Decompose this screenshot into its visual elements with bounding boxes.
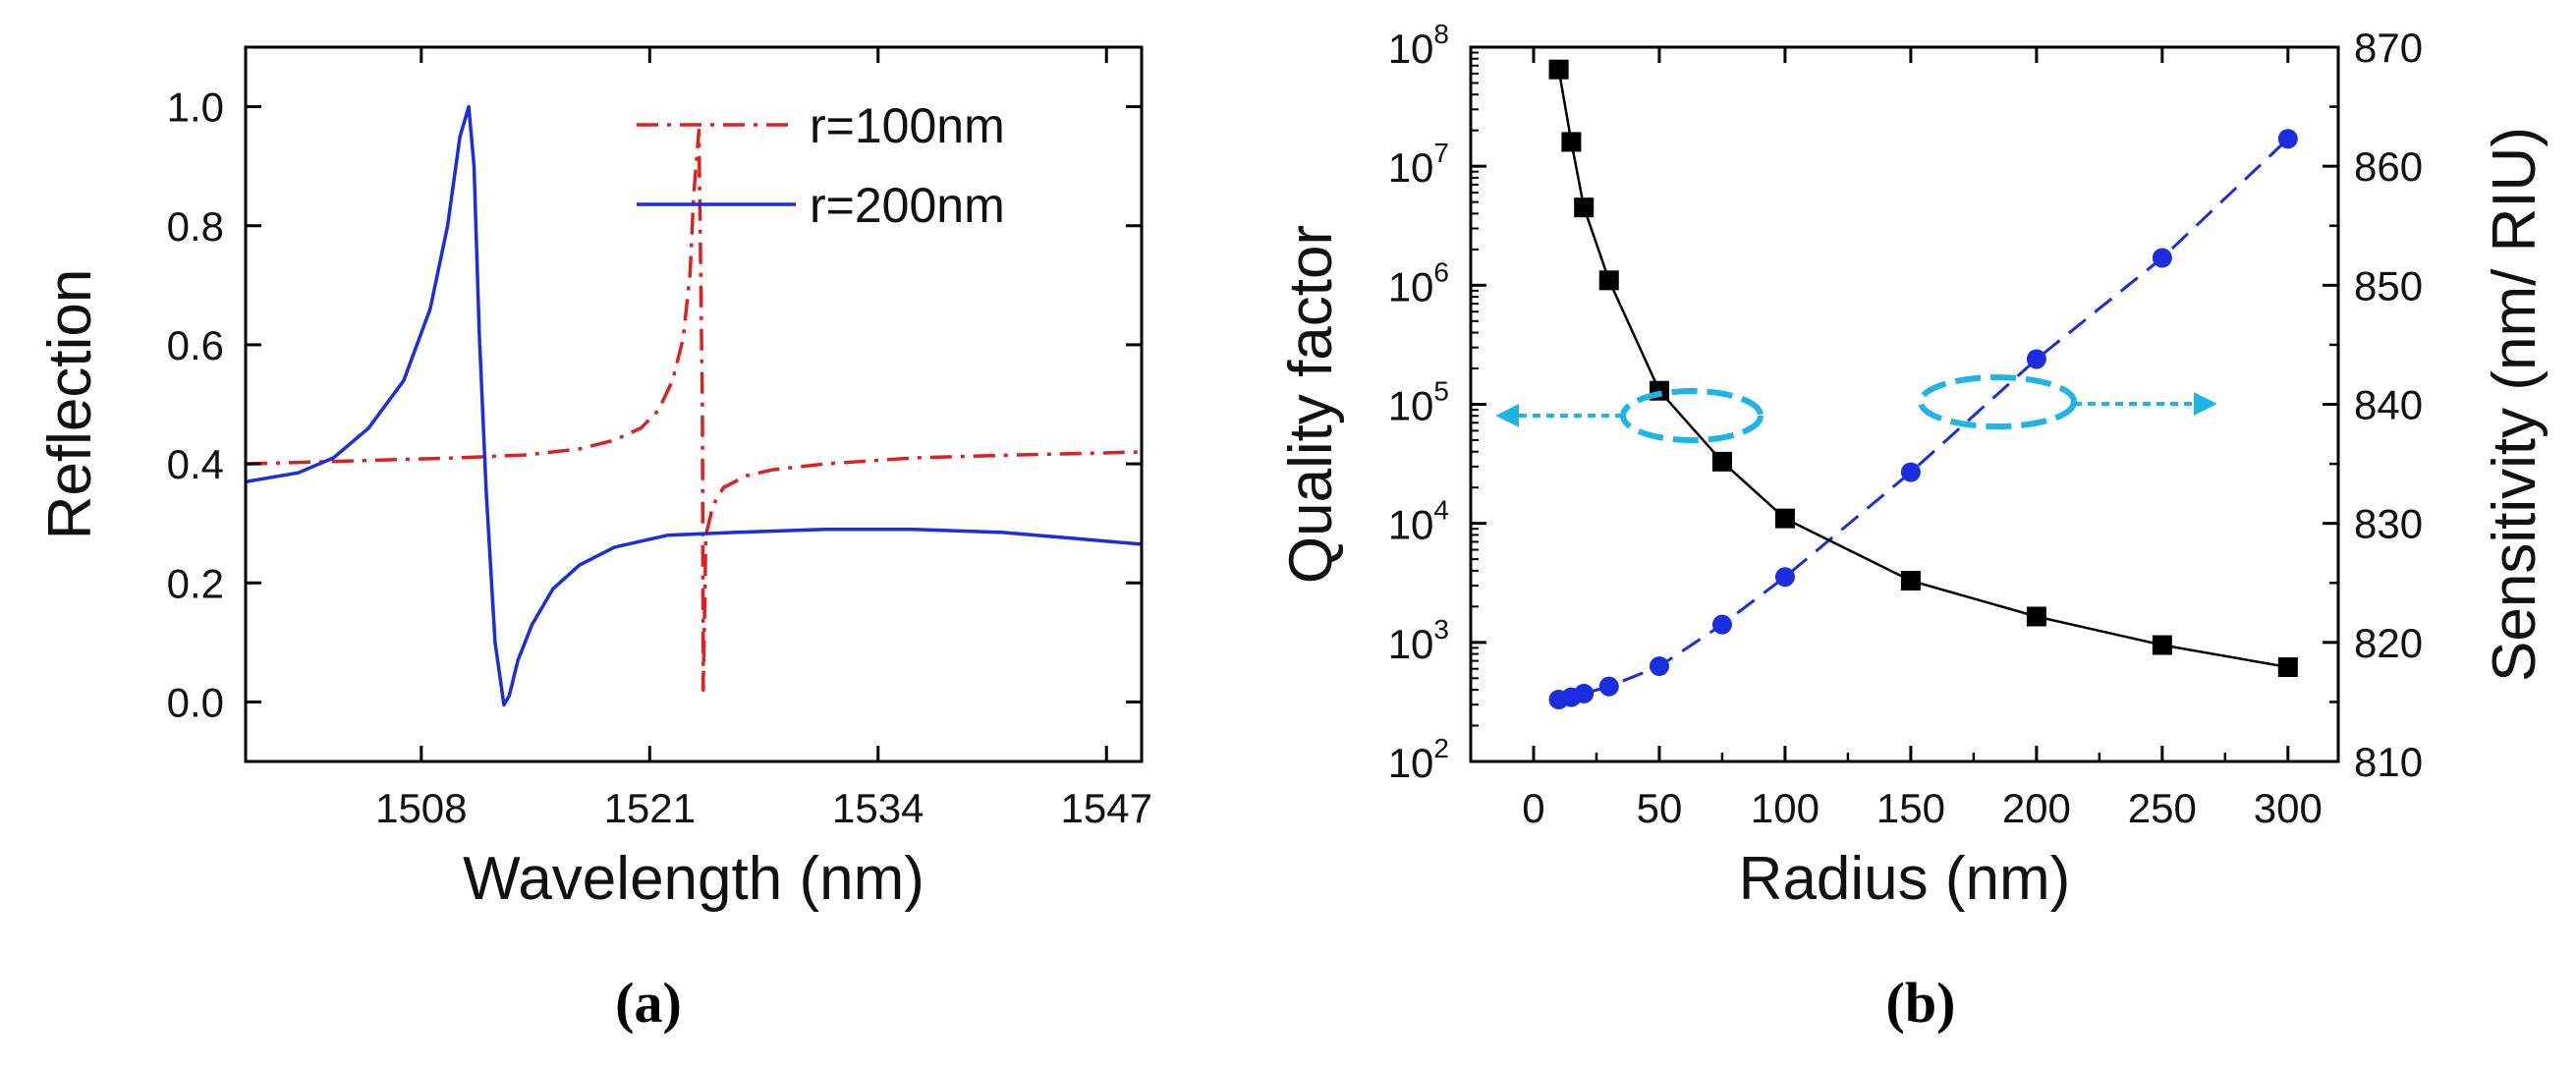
quality-plot-area [1548,59,2298,709]
sensitivity-point [1574,683,1595,703]
quality-factor-line [1557,69,2289,669]
sensitivity-point [1900,462,1921,482]
reflection-axes: 1508 1521 1534 1547 0.0 0.2 0.4 0.6 0.8 1.0 [167,45,1152,831]
y-tick-label-right: 810 [2354,739,2423,785]
quality-factor-point [2277,656,2298,677]
y-tick-label: 0.8 [167,203,224,250]
plot-frame [244,45,1144,763]
y-tick-label-right: 850 [2354,262,2423,309]
y-tick-label-left: 106 [1388,256,1449,309]
x-axis-title: Wavelength (nm) [463,845,924,913]
sensitivity-point [2277,129,2298,149]
sensitivity-point [2152,248,2172,268]
y-axis-title-left: Quality factor [1277,225,1345,584]
y-tick-label-right: 870 [2354,25,2423,71]
y-tick-label: 1.0 [167,84,224,131]
y-axis-title-right: Sensitivity (nm/ RIU) [2481,127,2548,682]
panel-label-a: (a) [615,971,682,1035]
quality-factor-point [2152,635,2172,655]
y-tick-label: 0.0 [167,679,224,725]
quality-sensitivity-chart: 0 50 100 150 200 250 300 102 103 104 105 106 107 108 8… [1277,19,2548,1035]
y-tick-label-left: 102 [1388,733,1449,786]
x-tick-label: 50 [1637,785,1683,831]
y-tick-label-right: 840 [2354,382,2423,428]
sensitivity-point [1711,614,1732,635]
sensitivity-point [1774,567,1795,588]
x-tick-label: 300 [2254,785,2323,831]
x-tick-label: 1508 [375,785,467,831]
sensitivity-point [1649,656,1669,677]
quality-factor-point [1548,59,1569,80]
x-tick-label: 1521 [604,785,696,831]
quality-factor-point [1598,270,1619,291]
reflection-plot-area [245,104,1143,707]
legend-label-r100: r=100nm [810,98,1005,153]
y-tick-label-left: 104 [1388,495,1449,548]
series-line-r200 [245,104,1143,707]
x-tick-label: 100 [1751,785,1820,831]
quality-factor-point [1711,451,1732,472]
sensitivity-point [1598,676,1619,697]
x-tick-label: 1534 [832,785,924,831]
reflection-chart: 1508 1521 1534 1547 0.0 0.2 0.4 0.6 0.8 1.0 Refle… [36,45,1152,1035]
quality-factor-point [1900,571,1921,591]
quality-axes: 0 50 100 150 200 250 300 102 103 104 105 106 107 108 8… [1388,19,2423,831]
left-ellipse [1620,388,1764,443]
y-tick-label: 0.6 [167,322,224,368]
x-tick-label: 200 [2002,785,2071,831]
x-tick-label: 0 [1522,785,1544,831]
y-tick-label-left: 103 [1388,614,1449,667]
right-ellipse [1918,374,2077,429]
y-axis-title: Reflection [36,269,104,540]
quality-factor-point [1574,197,1595,218]
x-axis-title: Radius (nm) [1739,845,2071,913]
quality-factor-point [2026,606,2046,627]
y-tick-label-left: 107 [1388,138,1449,191]
panel-label-b: (b) [1886,971,1956,1035]
quality-factor-point [1561,132,1582,152]
sensitivity-point [2026,349,2046,369]
legend-label-r200: r=200nm [810,178,1005,233]
x-tick-label: 1547 [1061,785,1152,831]
y-tick-label-right: 860 [2354,143,2423,190]
sensitivity-line [1558,138,2289,702]
y-tick-label-left: 108 [1388,19,1449,72]
y-tick-label: 0.4 [167,441,224,487]
legend: r=100nm r=200nm [637,98,1005,233]
axis-indicator-annotations [1495,374,2217,443]
x-tick-label: 150 [1876,785,1945,831]
y-tick-label-right: 830 [2354,501,2423,547]
y-tick-label-right: 820 [2354,620,2423,666]
y-tick-label: 0.2 [167,560,224,606]
x-tick-label: 250 [2128,785,2197,831]
y-tick-label-left: 105 [1388,376,1449,429]
quality-factor-point [1774,508,1795,529]
